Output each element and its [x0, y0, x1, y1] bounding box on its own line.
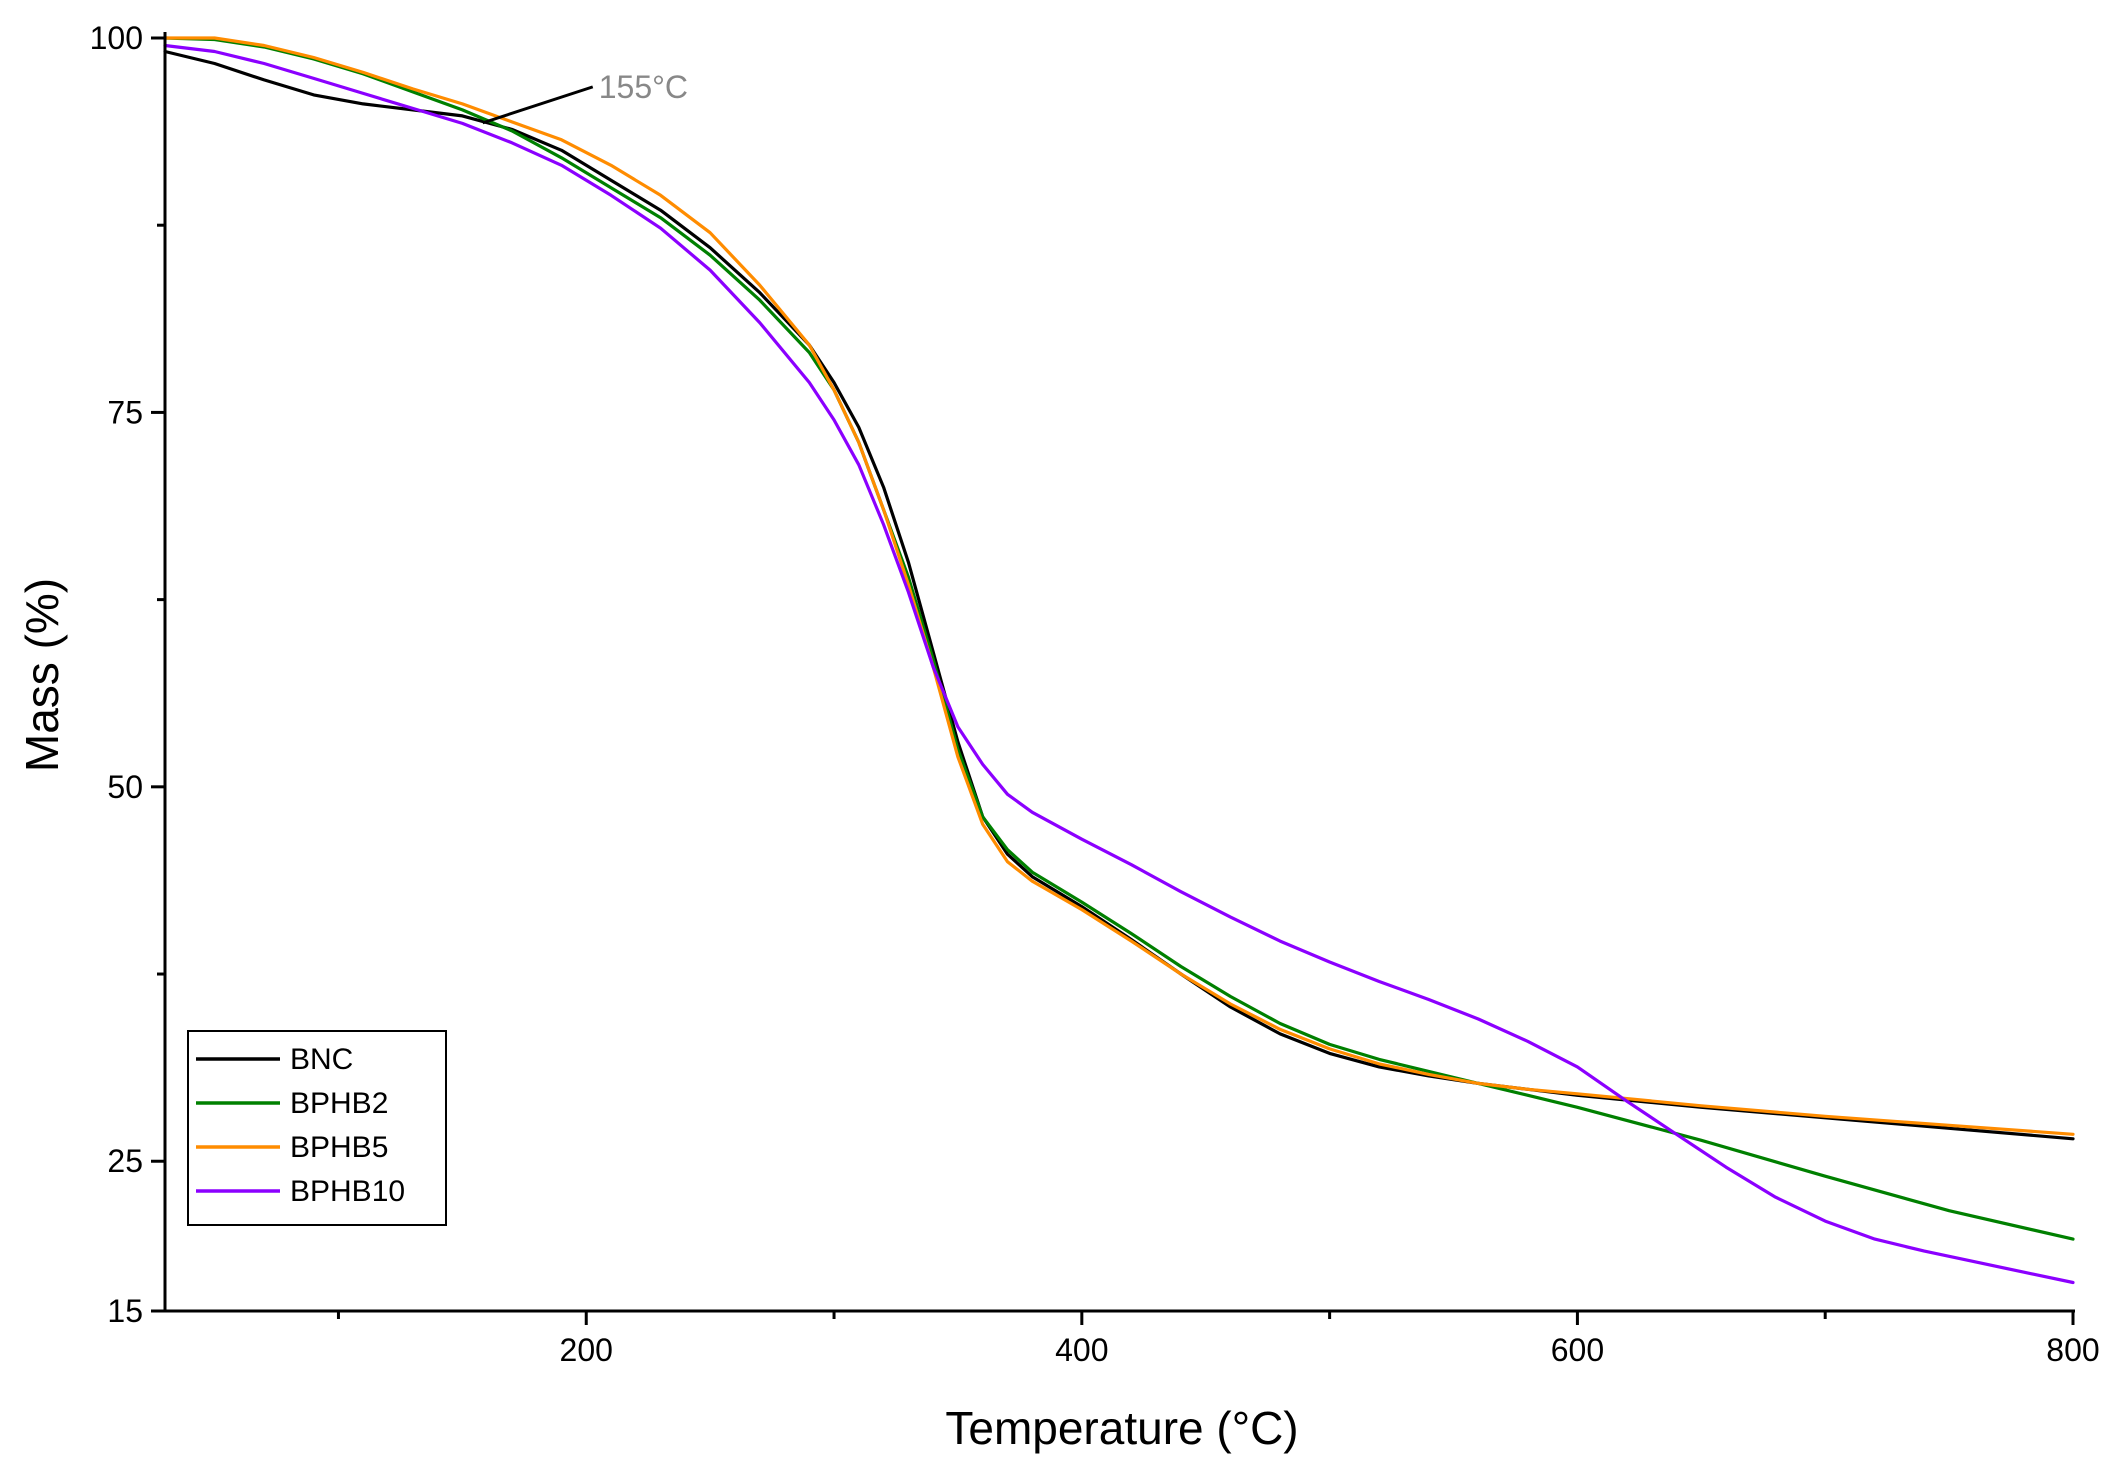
x-tick-label: 600 — [1551, 1332, 1604, 1368]
legend-label: BPHB10 — [290, 1175, 405, 1208]
x-tick-label: 800 — [2046, 1332, 2099, 1368]
legend-label: BNC — [290, 1043, 353, 1076]
x-tick-label: 400 — [1055, 1332, 1108, 1368]
legend: BNC BPHB2 BPHB5 BPHB10 — [187, 1030, 447, 1226]
annotation: 155°C — [482, 69, 688, 125]
y-tick-label: 15 — [107, 1293, 143, 1329]
series-line-bphb10 — [163, 43, 2075, 1285]
axes: 200 400 600 800 15 25 50 75 100 — [90, 20, 2100, 1368]
x-tick-label: 200 — [560, 1332, 613, 1368]
x-axis-title: Temperature (°C) — [945, 1402, 1298, 1454]
y-tick-label: 100 — [90, 20, 143, 56]
series-line-bnc — [163, 49, 2075, 1141]
series-line-bphb5 — [163, 36, 2075, 1136]
legend-label: BPHB2 — [290, 1087, 388, 1120]
plot-area — [163, 36, 2075, 1285]
y-tick-label: 75 — [107, 394, 143, 430]
annotation-label: 155°C — [599, 69, 688, 105]
legend-label: BPHB5 — [290, 1131, 388, 1164]
y-tick-label: 25 — [107, 1143, 143, 1179]
y-axis-title: Mass (%) — [16, 578, 68, 772]
annotation-leader — [482, 85, 594, 125]
y-tick-label: 50 — [107, 769, 143, 805]
series-line-bphb2 — [163, 36, 2075, 1241]
